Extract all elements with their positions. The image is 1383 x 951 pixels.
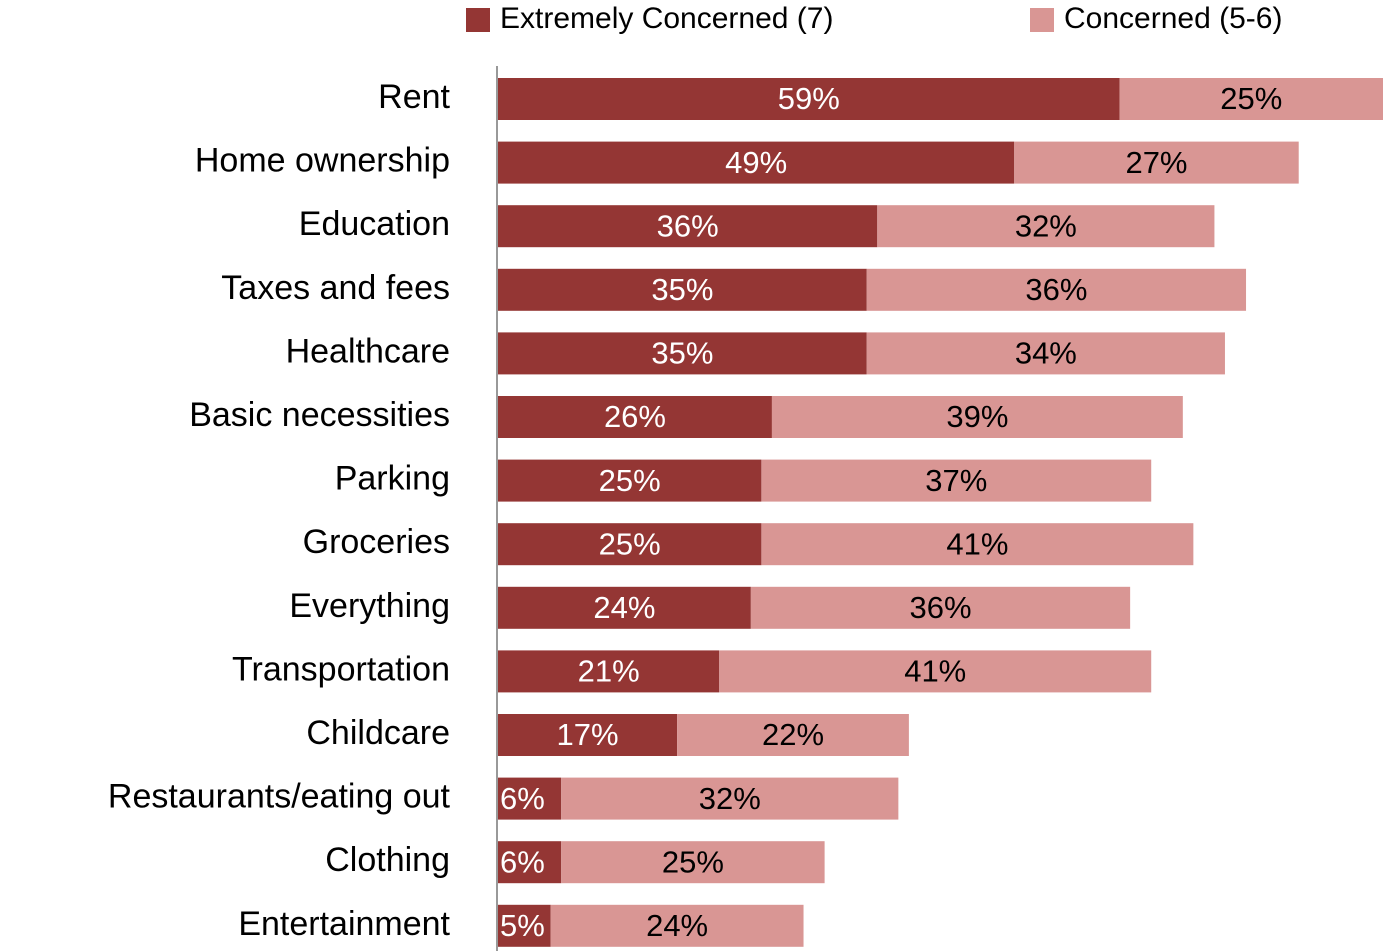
y-tick-label: Everything: [289, 587, 450, 625]
data-label: 36%: [657, 208, 719, 243]
bar-segment: [561, 777, 899, 820]
bar-segment: [866, 332, 1225, 375]
data-label: 32%: [699, 781, 761, 816]
data-label: 32%: [1015, 208, 1077, 243]
bar-segment: [877, 205, 1215, 248]
bar-segment: [761, 523, 1194, 566]
y-tick-label: Transportation: [232, 650, 450, 688]
y-tick-label: Childcare: [306, 714, 450, 752]
bar-segment: [498, 714, 678, 756]
bar-segment: [771, 396, 1183, 438]
y-tick-label: Taxes and fees: [221, 269, 450, 307]
bar-segment: [866, 268, 1247, 311]
data-label: 21%: [578, 654, 640, 689]
legend-label: Extremely Concerned (7): [500, 2, 833, 35]
bar-segment: [719, 650, 1152, 693]
data-label: 6%: [500, 844, 545, 879]
bar-segment: [550, 904, 804, 947]
bar-segment: [677, 714, 909, 756]
legend-label: Concerned (5-6): [1064, 2, 1282, 35]
data-label: 26%: [604, 399, 666, 434]
data-label: 35%: [651, 272, 713, 307]
bar-segment: [498, 332, 867, 375]
data-label: 27%: [1125, 145, 1187, 180]
data-label: 25%: [1220, 81, 1282, 116]
bar-segment: [498, 777, 562, 820]
data-label: 24%: [646, 908, 708, 943]
bar-segment: [498, 586, 751, 629]
bar-segment: [498, 841, 562, 884]
bar-segment: [1014, 141, 1299, 184]
y-tick-label: Education: [299, 205, 450, 243]
data-label: 59%: [778, 81, 840, 116]
data-label: 5%: [500, 908, 545, 943]
bar-segment: [498, 268, 867, 311]
data-label: 25%: [599, 526, 661, 561]
data-label: 36%: [1025, 272, 1087, 307]
bar-segment: [498, 523, 762, 566]
bar-segment: [1119, 78, 1383, 120]
data-label: 35%: [651, 336, 713, 371]
bar-segment: [750, 586, 1131, 629]
data-label: 37%: [925, 463, 987, 498]
legend-swatch: [466, 8, 490, 32]
bar-segment: [761, 459, 1152, 502]
bar-segment: [498, 650, 720, 693]
data-label: 41%: [946, 526, 1008, 561]
bar-segment: [498, 205, 878, 248]
data-label: 24%: [593, 590, 655, 625]
bar-segment: [498, 78, 1120, 120]
data-label: 6%: [500, 781, 545, 816]
legend-swatch: [1030, 8, 1054, 32]
data-label: 41%: [904, 654, 966, 689]
data-label: 17%: [557, 717, 619, 752]
data-label: 22%: [762, 717, 824, 752]
data-label: 25%: [599, 463, 661, 498]
y-tick-label: Rent: [378, 78, 450, 116]
y-tick-label: Home ownership: [195, 142, 450, 180]
y-tick-label: Basic necessities: [189, 396, 450, 434]
bar-segment: [498, 459, 762, 502]
data-label: 49%: [725, 145, 787, 180]
y-tick-label: Groceries: [303, 523, 450, 561]
data-label: 39%: [946, 399, 1008, 434]
bar-segment: [498, 141, 1015, 184]
y-tick-label: Healthcare: [286, 332, 450, 370]
y-tick-label: Parking: [335, 460, 450, 498]
bar-segment: [498, 396, 772, 438]
bar-segment: [561, 841, 825, 884]
bar-segment: [498, 904, 551, 947]
data-label: 34%: [1015, 336, 1077, 371]
data-label: 36%: [909, 590, 971, 625]
y-tick-label: Restaurants/eating out: [108, 778, 451, 816]
y-tick-label: Clothing: [325, 841, 450, 879]
data-label: 25%: [662, 844, 724, 879]
y-tick-label: Entertainment: [238, 905, 450, 943]
